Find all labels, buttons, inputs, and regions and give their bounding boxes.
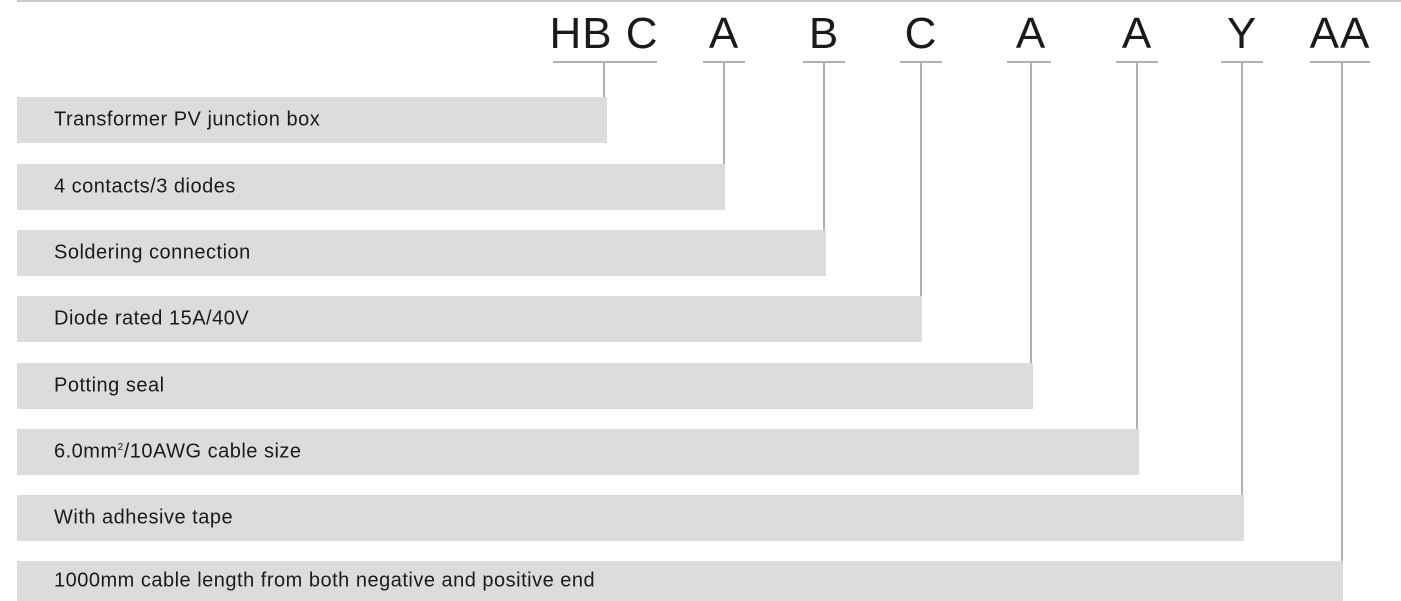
description-bar-contacts: 4 contacts/3 diodes [17, 164, 725, 210]
connector-line-cable-length [1341, 62, 1343, 563]
connector-line-contacts [723, 62, 725, 166]
connector-line-series [603, 62, 605, 99]
code-segment-contacts: A [708, 9, 740, 58]
description-bar-seal: Potting seal [17, 363, 1033, 409]
description-label: 6.0mm2/10AWG cable size [54, 441, 302, 464]
description-label: With adhesive tape [54, 506, 234, 529]
description-bar-connection: Soldering connection [17, 230, 826, 276]
description-label: Soldering connection [54, 241, 251, 264]
code-segment-seal: A [1015, 9, 1047, 58]
description-bar-cable-size: 6.0mm2/10AWG cable size [17, 429, 1139, 475]
code-segment-cable-length: AA [1309, 9, 1371, 58]
description-label-suffix: /10AWG cable size [123, 440, 302, 463]
code-segment-diode: C [904, 9, 938, 58]
top-rule [17, 0, 1401, 2]
description-bar-series: Transformer PV junction box [17, 97, 607, 143]
description-label: Potting seal [54, 374, 165, 397]
connector-line-seal [1030, 62, 1032, 365]
code-underline-seal [1007, 61, 1051, 63]
connector-line-diode [920, 62, 922, 298]
superscript-two: 2 [117, 441, 124, 453]
description-label: 1000mm cable length from both negative a… [54, 569, 596, 592]
description-bar-tape: With adhesive tape [17, 495, 1244, 541]
code-underline-cable-length [1310, 61, 1370, 63]
description-label: Transformer PV junction box [54, 108, 321, 131]
code-segment-connection: B [808, 9, 840, 58]
connector-line-tape [1241, 62, 1243, 497]
description-label-main: 6.0mm [54, 440, 118, 463]
description-bar-diode: Diode rated 15A/40V [17, 296, 922, 342]
code-segment-series: HB C [549, 9, 659, 58]
code-segment-tape: Y [1226, 9, 1258, 58]
connector-line-connection [823, 62, 825, 232]
description-label: Diode rated 15A/40V [54, 307, 250, 330]
code-underline-series [553, 61, 657, 63]
connector-line-cable-size [1136, 62, 1138, 431]
code-segment-cable-size: A [1121, 9, 1153, 58]
description-label: 4 contacts/3 diodes [54, 175, 236, 198]
description-bar-cable-length: 1000mm cable length from both negative a… [17, 561, 1343, 601]
